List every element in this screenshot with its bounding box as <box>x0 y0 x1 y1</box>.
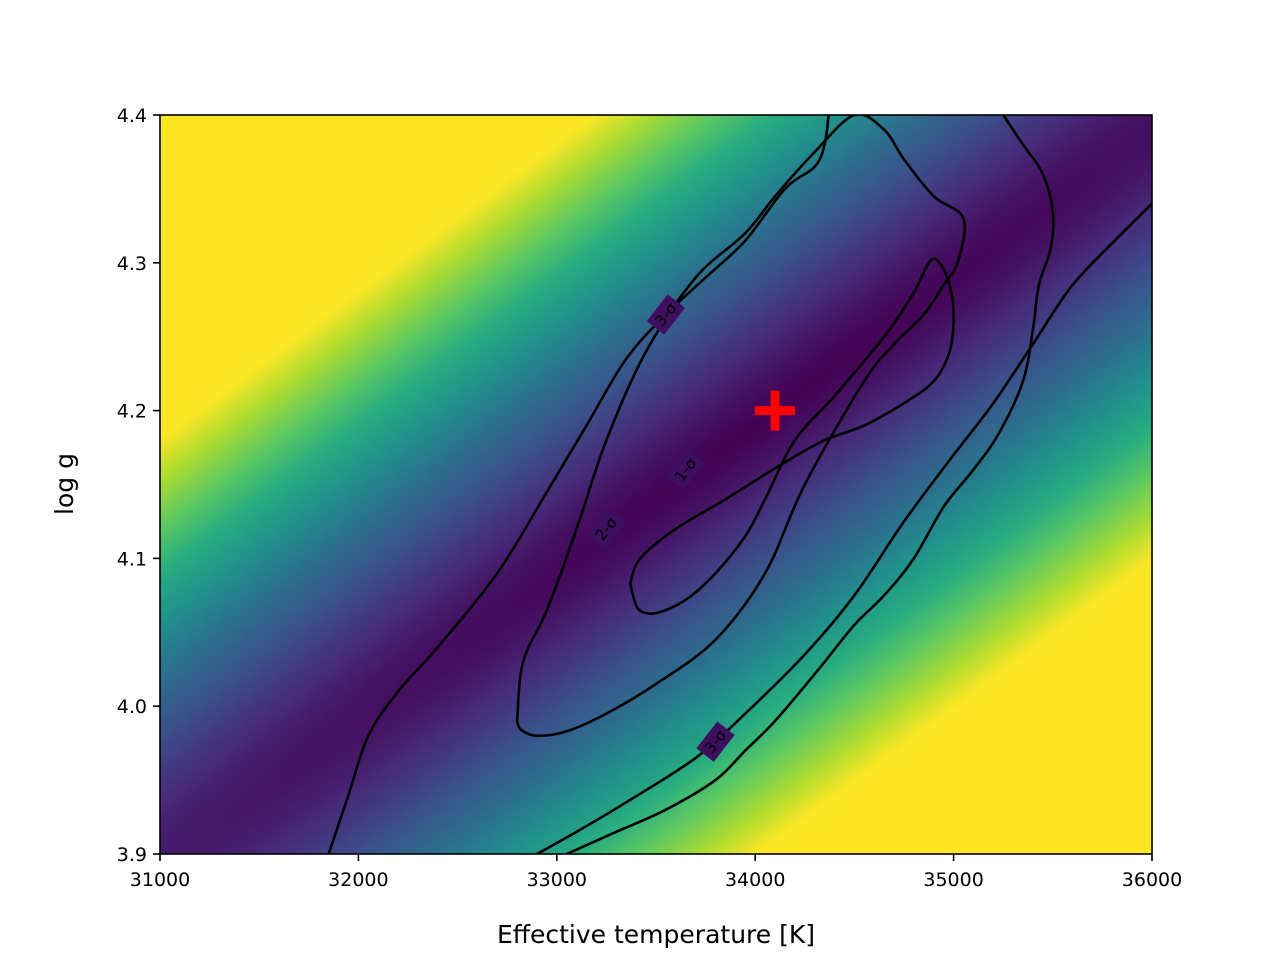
contour-label-background <box>666 449 705 490</box>
contour-line <box>535 202 1152 854</box>
x-axis-ticks: 31000 32000 33000 34000 35000 36000 <box>130 854 1182 891</box>
best-fit-marker-layer <box>755 390 796 431</box>
contour-line <box>565 115 1055 854</box>
x-tick-label: 32000 <box>328 869 388 891</box>
contour-line <box>515 115 967 738</box>
contour-line <box>327 115 830 854</box>
x-tick-label: 34000 <box>725 869 785 891</box>
contour-label-background <box>646 294 686 335</box>
x-tick-label: 31000 <box>130 869 190 891</box>
y-tick-label: 4.3 <box>117 253 147 275</box>
x-axis-title: Effective temperature [K] <box>497 920 815 949</box>
y-axis-ticks: 3.9 4.0 4.1 4.2 4.3 4.4 <box>117 105 160 866</box>
plot-frame <box>159 114 1153 855</box>
y-axis-title: log g <box>50 453 79 515</box>
contour-label-background <box>696 721 735 762</box>
x-tick-label: 33000 <box>527 869 587 891</box>
x-tick-label: 35000 <box>923 869 983 891</box>
contour-lines: 1-σ2-σ3-σ3-σ <box>327 115 1152 854</box>
y-tick-label: 4.2 <box>117 401 147 423</box>
contour-line <box>628 257 955 616</box>
y-tick-label: 4.1 <box>117 548 147 570</box>
y-tick-label: 4.0 <box>117 696 147 718</box>
contour-label-background <box>587 508 626 550</box>
heatmap <box>160 115 1152 854</box>
plot-area: 1-σ2-σ3-σ3-σ <box>159 114 1153 855</box>
y-tick-label: 3.9 <box>117 844 147 866</box>
y-tick-label: 4.4 <box>117 105 147 127</box>
x-tick-label: 36000 <box>1122 869 1182 891</box>
